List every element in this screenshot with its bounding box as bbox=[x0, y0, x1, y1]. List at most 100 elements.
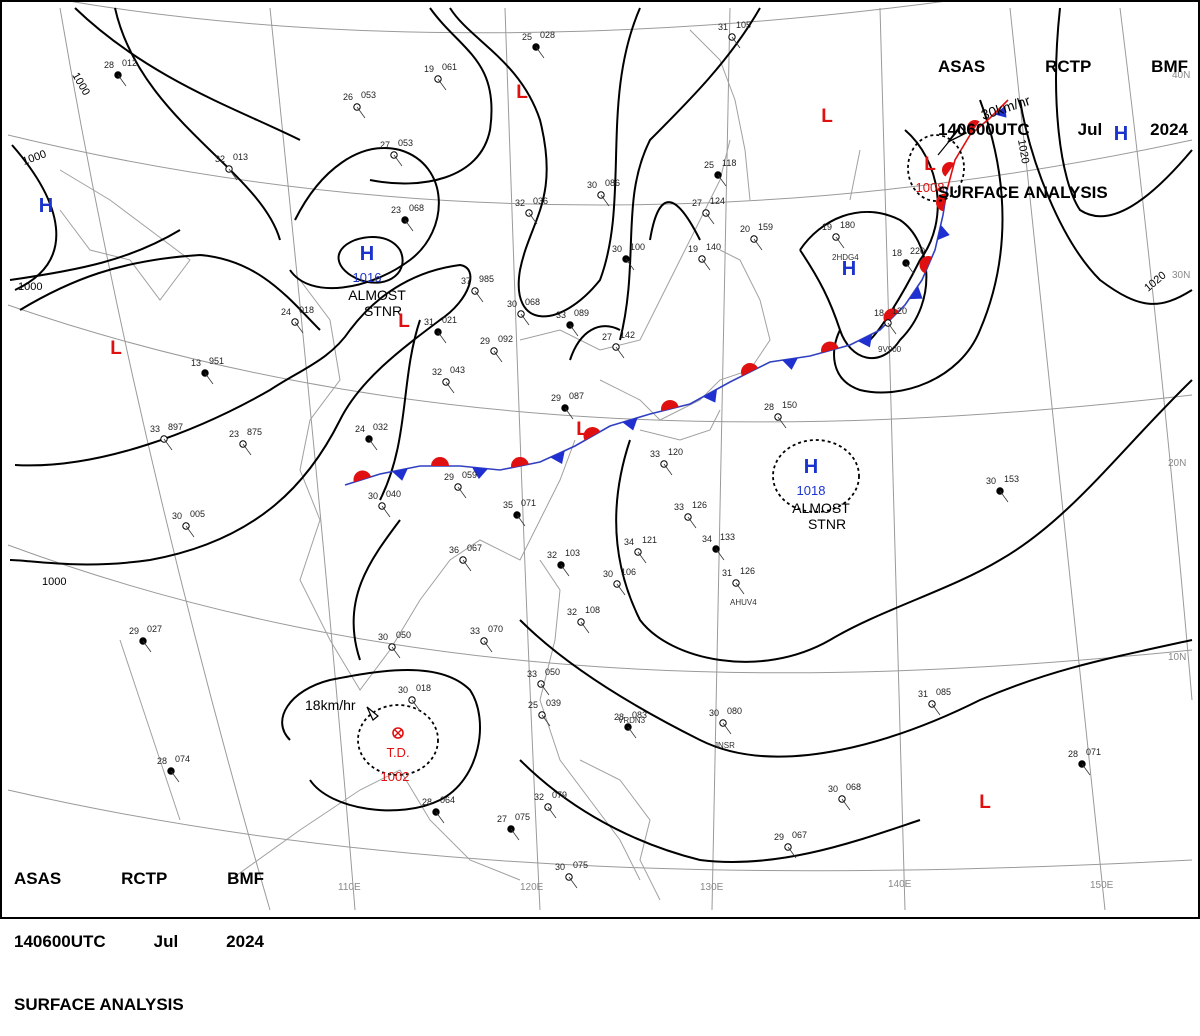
station-plot: 28 083 bbox=[614, 710, 647, 739]
station-temp: 28 bbox=[1068, 749, 1078, 759]
station-plot: 32 108 bbox=[567, 605, 600, 634]
station-plot: 19 180 bbox=[822, 220, 855, 249]
station-plot: 20 159 bbox=[740, 222, 773, 251]
station-pressure: 159 bbox=[758, 222, 773, 232]
station-plot: 25 028 bbox=[522, 30, 555, 59]
lat-label: 20N bbox=[1168, 458, 1186, 469]
station-pressure: 103 bbox=[565, 548, 580, 558]
center-circles bbox=[357, 134, 965, 776]
warm-front-marker bbox=[919, 256, 933, 274]
high-symbol: H bbox=[804, 456, 818, 478]
station-temp: 32 bbox=[534, 792, 544, 802]
high-symbol: H bbox=[1114, 123, 1128, 145]
station-pressure: 118 bbox=[722, 158, 736, 168]
callsign: JNSR bbox=[714, 741, 735, 750]
header-station: RCTP bbox=[121, 869, 168, 888]
station-plot: 27 124 bbox=[692, 196, 725, 225]
station-temp: 28 bbox=[614, 712, 624, 722]
station-temp: 30 bbox=[398, 685, 408, 695]
station-plot: 27 053 bbox=[380, 138, 413, 167]
wind-barb-icon bbox=[435, 811, 445, 824]
station-temp: 33 bbox=[470, 626, 480, 636]
isobar-label: 1000 bbox=[42, 576, 66, 588]
station-temp: 28 bbox=[104, 60, 114, 70]
wind-barb-icon bbox=[731, 36, 741, 49]
station-temp: 28 bbox=[157, 756, 167, 766]
wind-barb-icon bbox=[437, 331, 447, 344]
pressure-center-low: L bbox=[110, 338, 122, 359]
wind-barb-icon bbox=[368, 438, 378, 451]
station-plot: 30 018 bbox=[398, 683, 431, 712]
callsign: AHUV4 bbox=[730, 598, 757, 607]
station-pressure: 053 bbox=[361, 90, 376, 100]
station-pressure: 071 bbox=[1086, 747, 1101, 757]
center-note: STNR bbox=[364, 303, 402, 319]
stationary-front bbox=[344, 189, 950, 486]
station-temp: 32 bbox=[567, 607, 577, 617]
center-note: ALMOST bbox=[792, 500, 850, 516]
station-plot: 29 067 bbox=[774, 830, 807, 859]
callsign: 2HDG4 bbox=[832, 253, 859, 262]
lon-label: 110E bbox=[338, 882, 361, 893]
cold-front-marker bbox=[702, 389, 718, 403]
wind-barb-icon bbox=[905, 262, 915, 275]
header-time: 140600UTC bbox=[14, 932, 106, 951]
wind-barb-icon bbox=[547, 806, 557, 819]
station-pressure: 092 bbox=[498, 334, 513, 344]
pressure-center-low: L bbox=[821, 106, 833, 127]
wind-barb-icon bbox=[535, 46, 545, 59]
station-temp: 23 bbox=[391, 205, 401, 215]
station-pressure: 142 bbox=[620, 330, 635, 340]
station-plot: 18 220 bbox=[892, 246, 925, 275]
station-pressure: 018 bbox=[416, 683, 431, 693]
wind-barb-icon bbox=[540, 683, 550, 696]
low-symbol: L bbox=[821, 106, 833, 127]
lat-label: 30N bbox=[1172, 270, 1190, 281]
station-plot: 24 032 bbox=[355, 422, 388, 451]
station-plot: 30 005 bbox=[172, 509, 205, 538]
warm-front-marker bbox=[661, 400, 679, 412]
station-pressure: 121 bbox=[642, 535, 657, 545]
station-plot: 35 071 bbox=[503, 498, 536, 527]
station-temp: 35 bbox=[503, 500, 513, 510]
station-plot: 31 021 bbox=[424, 315, 457, 344]
station-pressure: 140 bbox=[706, 242, 721, 252]
station-temp: 19 bbox=[688, 244, 698, 254]
warm-front-marker bbox=[353, 470, 372, 483]
station-pressure: 068 bbox=[525, 297, 540, 307]
wind-barb-icon bbox=[841, 798, 851, 811]
pressure-center-low: L bbox=[516, 82, 528, 103]
frontal-boundary bbox=[942, 99, 1009, 191]
station-plot: 33 120 bbox=[650, 447, 683, 476]
header-station: RCTP bbox=[1045, 57, 1092, 76]
latitude-labels: 40N 30N 20N 10N bbox=[1168, 70, 1190, 663]
header-bottom: ASAS RCTP BMF 140600UTC Jul 2024 SURFACE ANA… bbox=[14, 826, 264, 1036]
station-plot: 36 067 bbox=[449, 543, 482, 572]
wind-barb-icon bbox=[887, 322, 897, 335]
station-plot: 33 070 bbox=[470, 624, 503, 653]
header-month: Jul bbox=[1077, 120, 1103, 139]
wind-barb-icon bbox=[185, 525, 195, 538]
td-label: T.D. bbox=[386, 745, 409, 760]
station-temp: 34 bbox=[702, 534, 712, 544]
station-temp: 13 bbox=[191, 358, 201, 368]
station-plot: 26 053 bbox=[343, 90, 376, 119]
wind-barb-icon bbox=[717, 174, 727, 187]
cold-front-marker bbox=[937, 224, 950, 241]
center-pressure: 1016 bbox=[353, 270, 382, 285]
station-temp: 27 bbox=[497, 814, 507, 824]
wind-barb-icon bbox=[520, 313, 530, 326]
warm-front-marker bbox=[741, 363, 759, 377]
station-temp: 30 bbox=[368, 491, 378, 501]
station-pressure: 150 bbox=[782, 400, 797, 410]
station-plot: 25 039 bbox=[528, 698, 561, 727]
station-plot: 34 121 bbox=[624, 535, 657, 564]
station-temp: 30 bbox=[378, 632, 388, 642]
center-note: ALMOST bbox=[348, 287, 406, 303]
station-temp: 26 bbox=[343, 92, 353, 102]
station-pressure: 021 bbox=[442, 315, 457, 325]
station-pressure: 050 bbox=[396, 630, 411, 640]
wind-barb-icon bbox=[404, 219, 414, 232]
wind-barb-icon bbox=[999, 490, 1009, 503]
high-symbol: H bbox=[842, 258, 856, 280]
